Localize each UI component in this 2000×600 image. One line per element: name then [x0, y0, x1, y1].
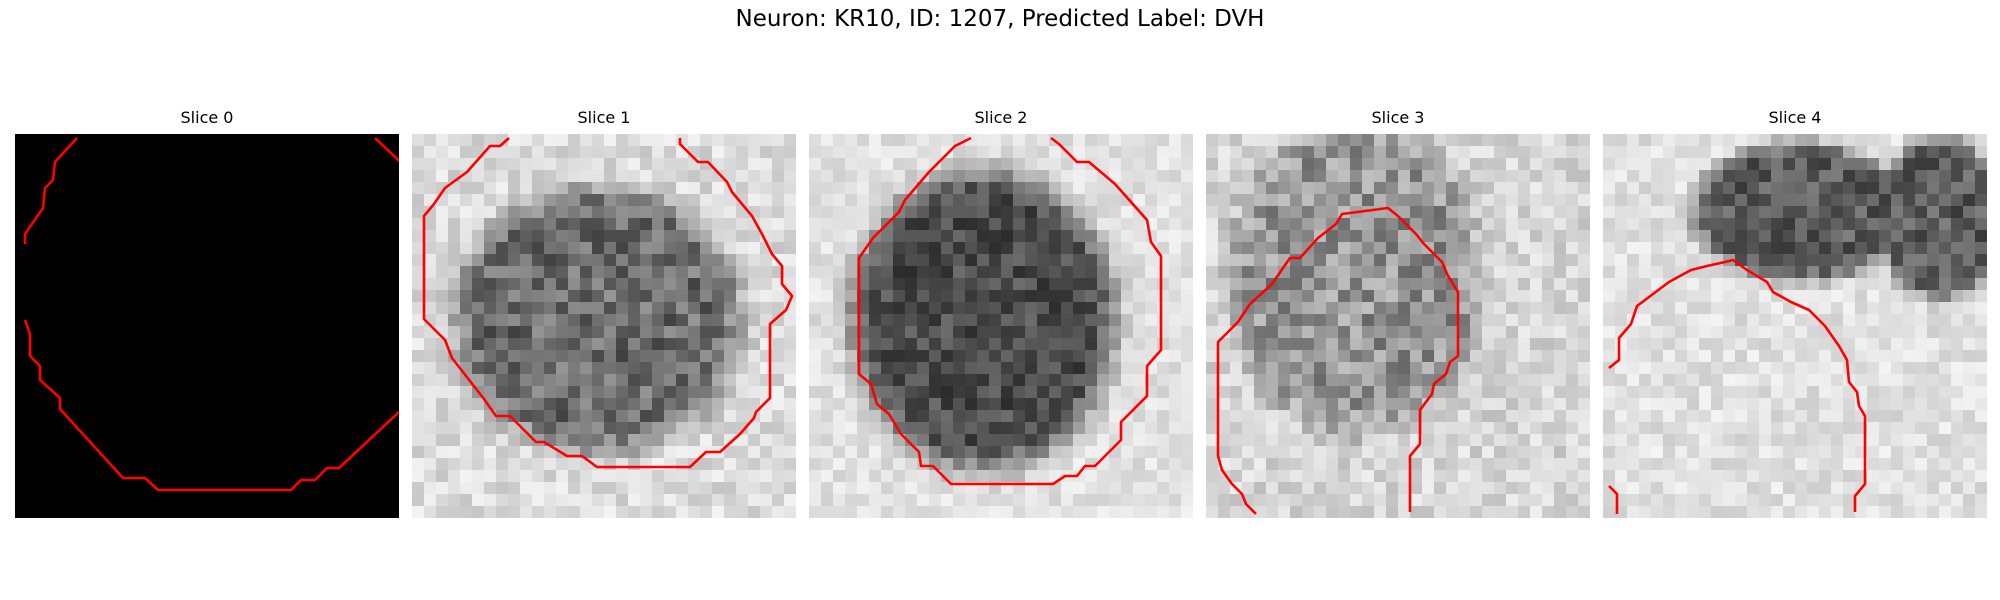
slice-image	[15, 134, 399, 518]
contour-line	[857, 136, 1163, 486]
contour-line	[1608, 485, 1619, 514]
contour-line	[23, 137, 78, 244]
contour-line	[422, 137, 794, 469]
pixel-grid	[1206, 134, 1590, 518]
contour-overlay	[857, 136, 1163, 486]
contour-overlay	[422, 137, 794, 469]
contour-line	[1608, 258, 1867, 512]
contour-overlay	[1608, 258, 1867, 514]
slice-image	[809, 134, 1193, 518]
slice-image	[1603, 134, 1987, 518]
slice-title: Slice 1	[577, 108, 631, 127]
slice-title: Slice 2	[974, 108, 1028, 127]
figure-title: Neuron: KR10, ID: 1207, Predicted Label:…	[735, 6, 1265, 32]
slice-title: Slice 0	[180, 108, 234, 127]
slice-title: Slice 4	[1768, 108, 1822, 127]
pixel-grid	[809, 134, 1193, 518]
pixel-grid	[15, 134, 399, 518]
slice-image	[412, 134, 796, 518]
pixel-grid	[1603, 134, 1987, 518]
contour-overlay	[23, 137, 399, 492]
pixel-grid	[412, 134, 796, 518]
contour-overlay	[1216, 206, 1460, 515]
slice-image	[1206, 134, 1590, 518]
contour-line	[23, 319, 399, 492]
slice-title: Slice 3	[1371, 108, 1425, 127]
contour-line	[374, 137, 399, 163]
contour-line	[1216, 206, 1460, 515]
